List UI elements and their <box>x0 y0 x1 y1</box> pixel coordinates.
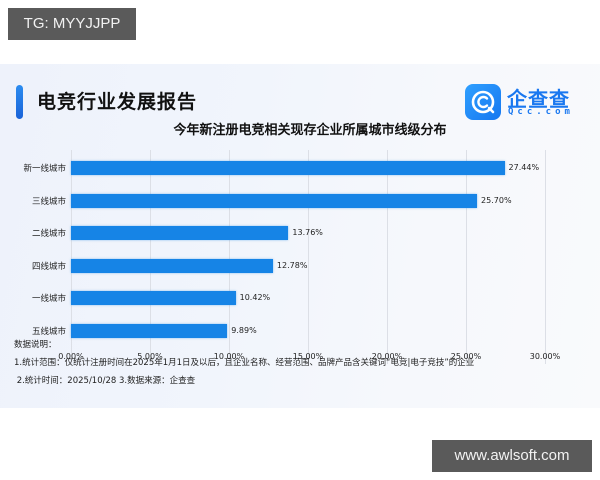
bar-value-label: 12.78% <box>276 260 308 270</box>
y-category-label: 三线城市 <box>31 196 66 207</box>
y-category-label: 新一线城市 <box>23 164 66 174</box>
x-tick-label: 15.00% <box>292 352 324 361</box>
notes-heading: 数据说明： <box>14 340 57 350</box>
x-tick-label: 20.00% <box>371 352 403 361</box>
y-category-label: 一线城市 <box>31 294 66 304</box>
bar-value-label: 9.89% <box>231 325 257 335</box>
x-tick-label: 30.00% <box>529 352 561 361</box>
gridline <box>71 150 72 364</box>
notes-line-1: 1.统计范围：仅统计注册时间在2025年1月1日及以后，且企业名称、经营范围、品… <box>14 358 475 368</box>
notes-line-2: 2.统计时间：2025/10/28 3.数据来源：企查查 <box>14 376 196 386</box>
gridline <box>229 150 230 364</box>
watermark-top: TG: MYYJJPP <box>8 8 136 40</box>
report-card: 电竞行业发展报告 企查查 Qcc.com 今年新注册电竞相关现存企业所属城市线级… <box>0 64 600 408</box>
bar-value-label: 10.42% <box>239 293 271 302</box>
bar-value-label: 25.70% <box>481 195 512 205</box>
data-notes: 数据说明： 1.统计范围：仅统计注册时间在2025年1月1日及以后，且企业名称、… <box>14 336 474 390</box>
y-category-label: 二线城市 <box>31 229 66 239</box>
x-tick-label: 10.00% <box>213 352 245 361</box>
bar <box>71 161 505 175</box>
logo-domain: Qcc.com <box>508 107 574 117</box>
watermark-bottom: www.awlsoft.com <box>432 440 592 472</box>
bar <box>71 258 273 273</box>
gridline <box>545 150 546 364</box>
chart-title: 今年新注册电竞相关现存企业所属城市线级分布 <box>173 123 447 138</box>
bar <box>71 291 236 305</box>
qcc-logo-icon <box>465 84 501 120</box>
bar-value-label: 13.76% <box>292 228 323 237</box>
y-category-label: 五线城市 <box>31 326 66 337</box>
bar-value-label: 27.44% <box>508 163 540 172</box>
x-tick-label: 0.00% <box>58 352 84 361</box>
bar <box>71 193 478 208</box>
bar-chart: 0.00% 5.00% 10.00% 15.00% 20.00% 25.00% 30.00%… <box>0 64 600 408</box>
bar <box>71 226 289 240</box>
gridline <box>308 150 309 364</box>
gridline <box>387 150 388 364</box>
x-tick-label: 25.00% <box>450 352 482 361</box>
report-title: 电竞行业发展报告 <box>37 91 198 113</box>
logo-name: 企查查 <box>507 87 570 111</box>
qcc-logo: 企查查 Qcc.com <box>465 84 600 124</box>
y-category-label: 四线城市 <box>31 261 66 272</box>
gridline <box>150 150 151 364</box>
bar <box>71 323 228 338</box>
title-accent-bar <box>16 85 23 119</box>
gridline <box>466 150 467 364</box>
x-tick-label: 5.00% <box>137 352 163 361</box>
